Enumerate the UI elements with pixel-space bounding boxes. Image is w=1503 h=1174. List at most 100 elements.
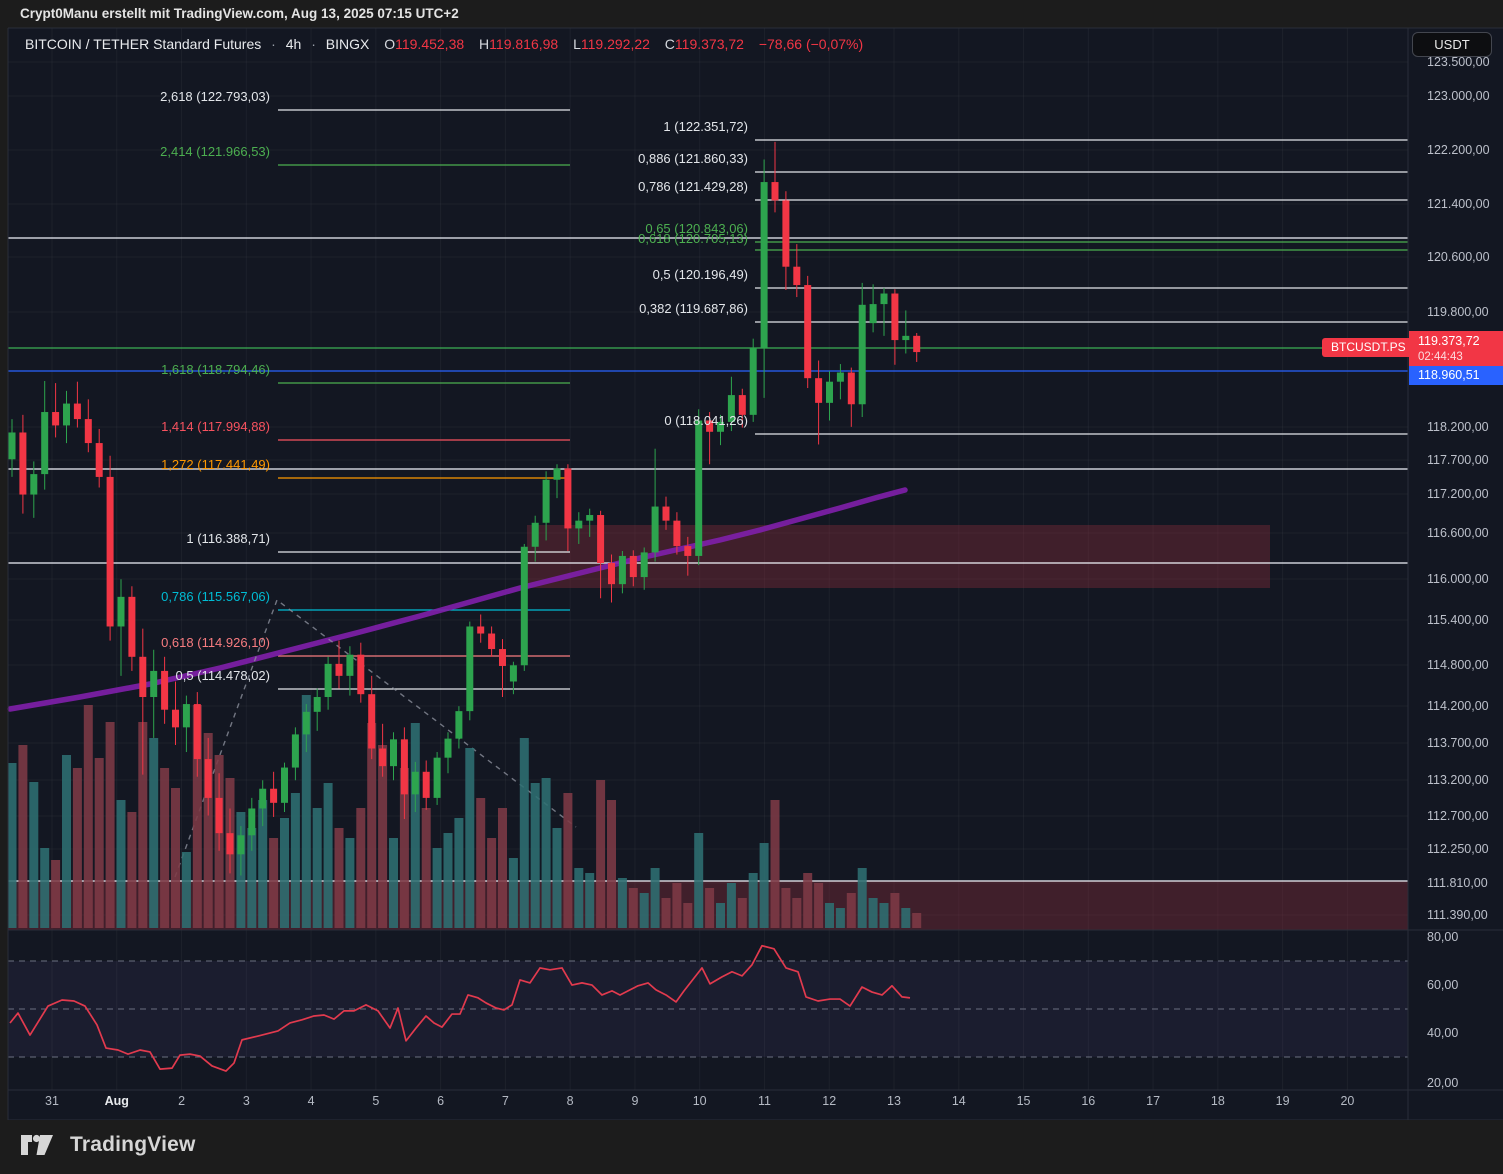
time-tick-label[interactable]: 6 xyxy=(437,1094,444,1108)
rsi-tick-label[interactable]: 20,00 xyxy=(1427,1076,1458,1090)
time-tick-label[interactable]: 5 xyxy=(372,1094,379,1108)
time-tick-label[interactable]: 14 xyxy=(952,1094,966,1108)
change-value: −78,66 (−0,07%) xyxy=(758,36,864,52)
price-tick-label[interactable]: 113.700,00 xyxy=(1427,736,1489,750)
price-tick-label[interactable]: 114.800,00 xyxy=(1427,658,1489,672)
price-tick-label[interactable]: 119.800,00 xyxy=(1427,305,1489,319)
candle-body xyxy=(84,419,92,444)
volume-bar xyxy=(51,860,61,928)
price-tick-label[interactable]: 115.400,00 xyxy=(1427,613,1489,627)
open-label: O xyxy=(384,36,396,52)
candle-body xyxy=(651,506,659,553)
time-tick-label[interactable]: 12 xyxy=(822,1094,836,1108)
candle-body xyxy=(858,304,866,405)
time-tick-label[interactable]: 20 xyxy=(1340,1094,1354,1108)
volume-bar xyxy=(737,898,747,928)
candle-body xyxy=(553,468,561,480)
price-tick-label[interactable]: 122.200,00 xyxy=(1427,143,1490,157)
price-tick-label[interactable]: 112.250,00 xyxy=(1427,842,1489,856)
time-tick-label[interactable]: 2 xyxy=(178,1094,185,1108)
price-tick-label[interactable]: 111.810,00 xyxy=(1427,876,1488,890)
volume-bar xyxy=(879,903,889,928)
symbol-title[interactable]: BITCOIN / TETHER Standard Futures xyxy=(25,36,262,52)
price-tick-label[interactable]: 111.390,00 xyxy=(1427,908,1488,922)
price-tick-label[interactable]: 123.000,00 xyxy=(1427,89,1490,103)
price-tick-label[interactable]: 120.600,00 xyxy=(1427,250,1490,264)
candle-body xyxy=(73,403,81,420)
time-tick-label[interactable]: 10 xyxy=(693,1094,707,1108)
time-tick-label[interactable]: 13 xyxy=(887,1094,901,1108)
volume-bar xyxy=(628,888,638,928)
time-tick-label[interactable]: 19 xyxy=(1276,1094,1290,1108)
time-tick-label[interactable]: 9 xyxy=(631,1094,638,1108)
fib-level-label: 1,618 (118.794,46) xyxy=(161,362,270,377)
price-tick-label[interactable]: 121.400,00 xyxy=(1427,197,1490,211)
candle-body xyxy=(499,649,506,666)
fib-level-label: 0,786 (121.429,28) xyxy=(638,179,748,194)
currency-toggle-button[interactable]: USDT xyxy=(1412,32,1492,57)
exchange-label[interactable]: BINGX xyxy=(325,36,370,52)
volume-bar xyxy=(312,808,322,928)
volume-bar xyxy=(378,745,388,928)
price-tick-label[interactable]: 116.600,00 xyxy=(1427,526,1489,540)
symbol-price-tag: BTCUSDT.PS xyxy=(1322,338,1415,357)
candle-body xyxy=(128,596,136,657)
time-tick-label[interactable]: 31 xyxy=(45,1094,59,1108)
candle-body xyxy=(793,266,801,286)
ma-line[interactable] xyxy=(7,487,908,712)
rsi-tick-label[interactable]: 60,00 xyxy=(1427,978,1458,992)
candle-body xyxy=(902,335,910,341)
bar-countdown: 02:44:43 xyxy=(1418,351,1463,363)
candle-body xyxy=(597,515,605,563)
time-tick-label[interactable]: 15 xyxy=(1017,1094,1031,1108)
candle-body xyxy=(847,372,855,405)
time-tick-label[interactable]: 7 xyxy=(502,1094,509,1108)
symbol-header[interactable]: BITCOIN / TETHER Standard Futures · 4h ·… xyxy=(25,36,863,52)
time-tick-label[interactable]: 8 xyxy=(567,1094,574,1108)
price-tick-label[interactable]: 114.200,00 xyxy=(1427,699,1489,713)
time-tick-label[interactable]: Aug xyxy=(105,1094,129,1108)
volume-bar xyxy=(171,788,180,928)
price-tick-label[interactable]: 113.200,00 xyxy=(1427,773,1489,787)
volume-bar xyxy=(29,782,39,928)
candle-body xyxy=(608,562,615,585)
high-value: 119.816,98 xyxy=(489,36,559,52)
candle-body xyxy=(281,767,288,803)
volume-bar xyxy=(639,893,649,928)
rsi-line[interactable] xyxy=(9,944,911,1072)
fib-level-label: 0,65 (120.843,06) xyxy=(645,221,748,236)
time-tick-label[interactable]: 17 xyxy=(1146,1094,1160,1108)
volume-bar xyxy=(301,695,311,928)
time-tick-label[interactable]: 11 xyxy=(758,1094,771,1108)
fib-level-label: 0,5 (114.478,02) xyxy=(176,668,270,683)
chart-background[interactable] xyxy=(8,28,1503,1120)
volume-bar xyxy=(18,745,28,928)
price-tick-label[interactable]: 118.200,00 xyxy=(1427,420,1489,434)
rsi-tick-label[interactable]: 40,00 xyxy=(1427,1026,1458,1040)
tradingview-logo[interactable]: TradingView xyxy=(20,1132,196,1158)
interval-label[interactable]: 4h xyxy=(285,36,302,52)
volume-bar xyxy=(825,903,834,928)
time-tick-label[interactable]: 18 xyxy=(1211,1094,1225,1108)
candle-body xyxy=(531,522,539,547)
candle-body xyxy=(400,739,408,795)
rsi-tick-label[interactable]: 80,00 xyxy=(1427,930,1458,944)
candle-body xyxy=(738,395,746,415)
price-tick-label[interactable]: 123.500,00 xyxy=(1427,55,1490,69)
time-tick-label[interactable]: 3 xyxy=(243,1094,250,1108)
price-tick-label[interactable]: 116.000,00 xyxy=(1427,572,1489,586)
time-tick-label[interactable]: 4 xyxy=(308,1094,315,1108)
time-tick-label[interactable]: 16 xyxy=(1081,1094,1095,1108)
volume-bar xyxy=(585,873,595,928)
candle-body xyxy=(913,335,921,353)
candle-body xyxy=(226,833,234,855)
price-tick-label[interactable]: 112.700,00 xyxy=(1427,809,1489,823)
price-tick-label[interactable]: 117.200,00 xyxy=(1427,487,1489,501)
candle-body xyxy=(455,711,463,739)
volume-bar xyxy=(835,908,845,928)
price-tick-label[interactable]: 117.700,00 xyxy=(1427,453,1489,467)
candle-body xyxy=(706,420,714,432)
volume-bar xyxy=(519,738,529,928)
volume-bar xyxy=(192,705,202,928)
